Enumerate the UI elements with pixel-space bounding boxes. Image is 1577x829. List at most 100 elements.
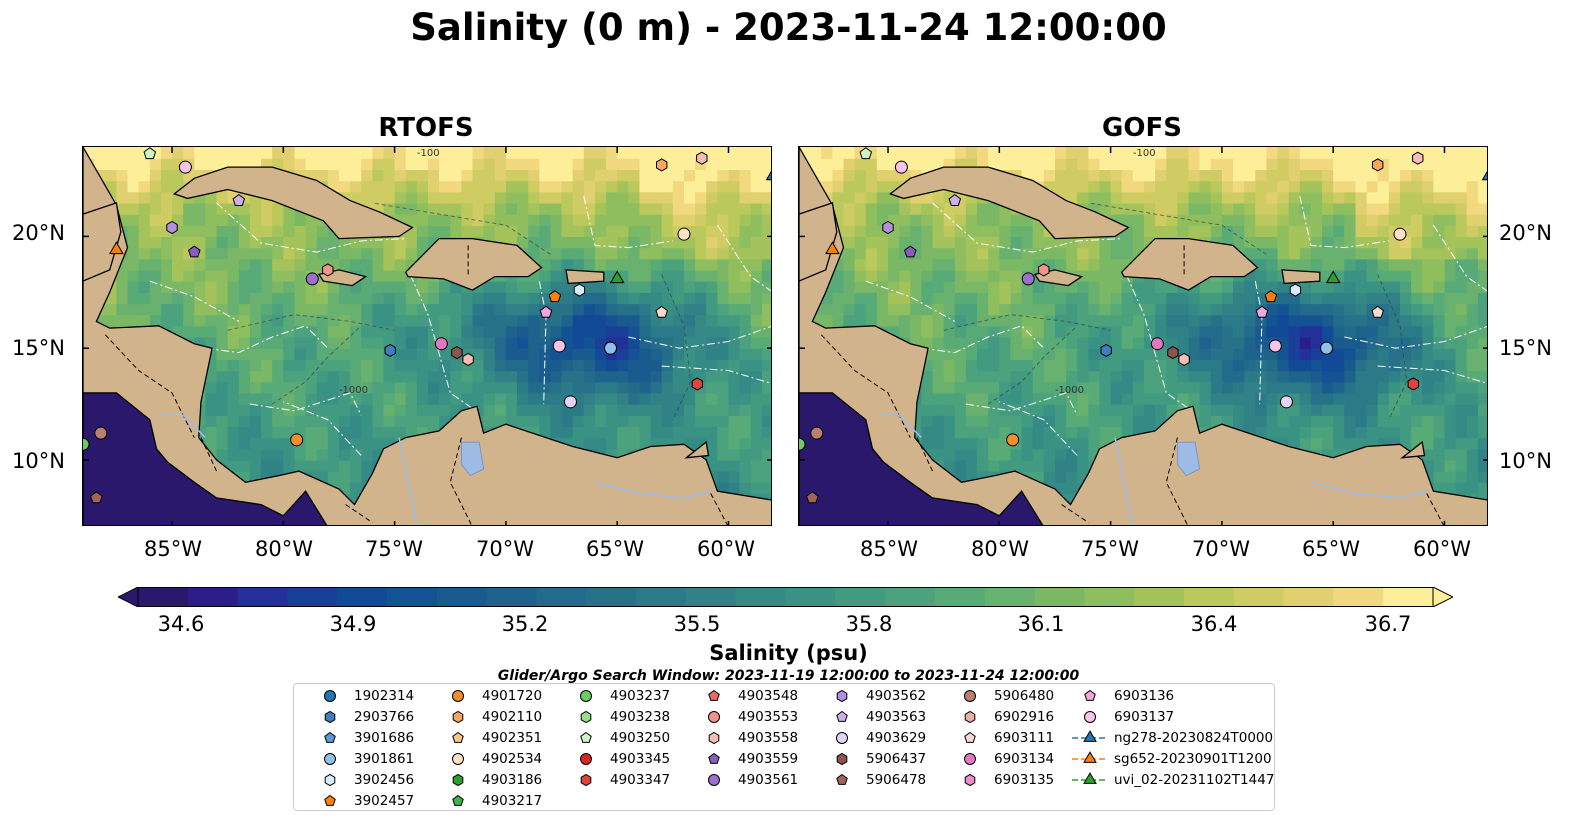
legend-marker-icon[interactable]	[708, 731, 720, 745]
legend-marker-icon[interactable]	[1083, 772, 1097, 784]
legend-marker-icon[interactable]	[580, 710, 592, 724]
legend-marker-icon[interactable]	[452, 690, 464, 702]
float-marker-6903135[interactable]	[696, 151, 708, 165]
float-marker-6903136[interactable]	[539, 305, 553, 318]
legend-marker-icon[interactable]	[324, 753, 336, 765]
legend-marker-icon[interactable]	[836, 752, 848, 766]
float-marker-uvi_02[interactable]	[1325, 270, 1341, 284]
float-marker-4903563[interactable]	[232, 193, 246, 206]
float-marker-4903562[interactable]	[882, 220, 894, 235]
float-marker-ng278[interactable]	[765, 169, 773, 181]
float-marker-6903134[interactable]	[1150, 337, 1164, 351]
legend-marker-icon[interactable]	[324, 773, 336, 787]
float-marker-5906437[interactable]	[1167, 346, 1179, 360]
search-window-text: Glider/Argo Search Window: 2023-11-19 12…	[497, 668, 1080, 684]
float-marker-3902456[interactable]	[1372, 158, 1384, 172]
legend-marker-icon[interactable]	[324, 731, 336, 743]
legend-marker-icon[interactable]	[836, 773, 848, 785]
float-marker-6903135[interactable]	[1412, 151, 1424, 165]
legend-marker-icon[interactable]	[1083, 730, 1097, 742]
float-marker-3902456b[interactable]	[573, 283, 586, 297]
legend-marker-icon[interactable]	[452, 753, 464, 765]
float-marker-3901861[interactable]	[604, 341, 618, 355]
colorbar-step	[287, 587, 338, 607]
legend-marker-icon[interactable]	[324, 710, 336, 724]
legend-marker-icon[interactable]	[964, 773, 976, 787]
float-marker-4903347[interactable]	[1407, 377, 1419, 391]
legend-marker-icon[interactable]	[1084, 711, 1096, 723]
legend-marker-icon[interactable]	[708, 752, 720, 764]
legend-marker-icon[interactable]	[452, 710, 464, 724]
legend-marker-icon[interactable]	[836, 689, 848, 703]
float-marker-4903559[interactable]	[188, 245, 201, 258]
legend-marker-icon[interactable]	[1083, 751, 1097, 763]
legend-marker-icon[interactable]	[580, 773, 592, 787]
float-marker-6903137b[interactable]	[552, 339, 566, 353]
float-marker-4903238[interactable]	[859, 147, 873, 160]
float-marker-6902916[interactable]	[322, 263, 334, 277]
float-marker-2903766[interactable]	[1100, 343, 1112, 357]
float-marker-5906437[interactable]	[451, 346, 463, 360]
legend-marker-icon[interactable]	[964, 731, 976, 743]
legend-marker-icon[interactable]	[580, 690, 592, 702]
float-marker-4901720[interactable]	[290, 433, 304, 447]
float-marker-5906480[interactable]	[94, 426, 108, 440]
float-marker-3902457[interactable]	[1264, 290, 1278, 303]
float-marker-4903561[interactable]	[305, 272, 319, 286]
float-marker-3902456[interactable]	[656, 158, 668, 172]
legend-marker-icon[interactable]	[452, 794, 464, 806]
float-marker-4903563[interactable]	[948, 193, 962, 206]
legend-marker-icon[interactable]	[708, 689, 720, 701]
float-marker-6903111[interactable]	[1371, 305, 1384, 318]
legend-marker-icon[interactable]	[1084, 689, 1096, 701]
rtofs-map[interactable]: -1000 -100	[82, 146, 772, 526]
float-marker-sg652[interactable]	[109, 241, 124, 255]
float-marker-4903237[interactable]	[799, 437, 806, 451]
float-marker-6902916[interactable]	[1038, 263, 1050, 277]
float-marker-sg652[interactable]	[825, 241, 840, 255]
float-marker-6903136[interactable]	[1255, 305, 1269, 318]
legend-marker-icon[interactable]	[836, 710, 848, 722]
float-marker-6903137b[interactable]	[1268, 339, 1282, 353]
float-marker-6903137[interactable]	[894, 160, 908, 174]
float-marker-ng278[interactable]	[1481, 169, 1489, 181]
float-marker-4903562[interactable]	[166, 220, 178, 235]
legend-marker-icon[interactable]	[324, 794, 336, 806]
float-marker-4903629[interactable]	[1279, 395, 1293, 409]
float-marker-4902534[interactable]	[1393, 227, 1407, 241]
legend-marker-icon[interactable]	[452, 731, 464, 743]
float-marker-3902456b[interactable]	[1289, 283, 1302, 297]
legend-marker-icon[interactable]	[964, 753, 976, 765]
float-marker-4903561[interactable]	[1021, 272, 1035, 286]
float-marker-4903558[interactable]	[462, 352, 474, 366]
float-marker-4903347[interactable]	[691, 377, 703, 391]
legend-marker-icon[interactable]	[836, 732, 848, 744]
float-marker-4903558[interactable]	[1178, 352, 1190, 366]
float-marker-6903134[interactable]	[434, 337, 448, 351]
float-marker-4902534[interactable]	[677, 227, 691, 241]
gofs-map[interactable]: -1000 -100	[798, 146, 1488, 526]
float-marker-6903137[interactable]	[178, 160, 192, 174]
float-marker-4903559[interactable]	[904, 245, 917, 258]
float-marker-5906478[interactable]	[90, 491, 103, 504]
float-marker-6903111[interactable]	[655, 305, 668, 318]
legend-marker-icon[interactable]	[708, 711, 720, 723]
float-marker-4903237[interactable]	[83, 437, 90, 451]
float-marker-2903766[interactable]	[384, 343, 396, 357]
legend-marker-icon[interactable]	[452, 773, 464, 787]
colorbar-tick: 35.8	[845, 612, 893, 636]
float-marker-5906480[interactable]	[810, 426, 824, 440]
legend-marker-icon[interactable]	[324, 690, 336, 702]
float-marker-3901861[interactable]	[1320, 341, 1334, 355]
legend-marker-icon[interactable]	[964, 710, 976, 724]
legend-marker-icon[interactable]	[708, 774, 720, 786]
legend-marker-icon[interactable]	[580, 753, 592, 765]
legend-marker-icon[interactable]	[580, 731, 592, 743]
float-marker-uvi_02[interactable]	[609, 270, 625, 284]
legend-marker-icon[interactable]	[964, 690, 976, 702]
float-marker-4903238[interactable]	[143, 147, 157, 160]
float-marker-4901720[interactable]	[1006, 433, 1020, 447]
float-marker-5906478[interactable]	[806, 491, 819, 504]
float-marker-3902457[interactable]	[548, 290, 562, 303]
float-marker-4903629[interactable]	[563, 395, 577, 409]
